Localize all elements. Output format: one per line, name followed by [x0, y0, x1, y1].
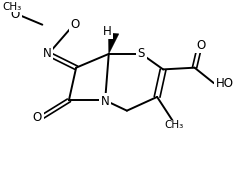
Text: N: N — [43, 47, 51, 60]
Text: N: N — [101, 95, 109, 108]
Text: O: O — [11, 8, 20, 21]
Polygon shape — [108, 33, 119, 54]
Text: H: H — [103, 25, 112, 38]
Text: O: O — [70, 18, 79, 31]
Text: O: O — [11, 9, 20, 22]
Text: S: S — [138, 47, 145, 60]
Text: O: O — [196, 39, 205, 52]
Text: CH₃: CH₃ — [2, 2, 22, 12]
Text: O: O — [33, 111, 42, 124]
Text: HO: HO — [216, 77, 234, 90]
Text: CH₃: CH₃ — [164, 120, 184, 130]
